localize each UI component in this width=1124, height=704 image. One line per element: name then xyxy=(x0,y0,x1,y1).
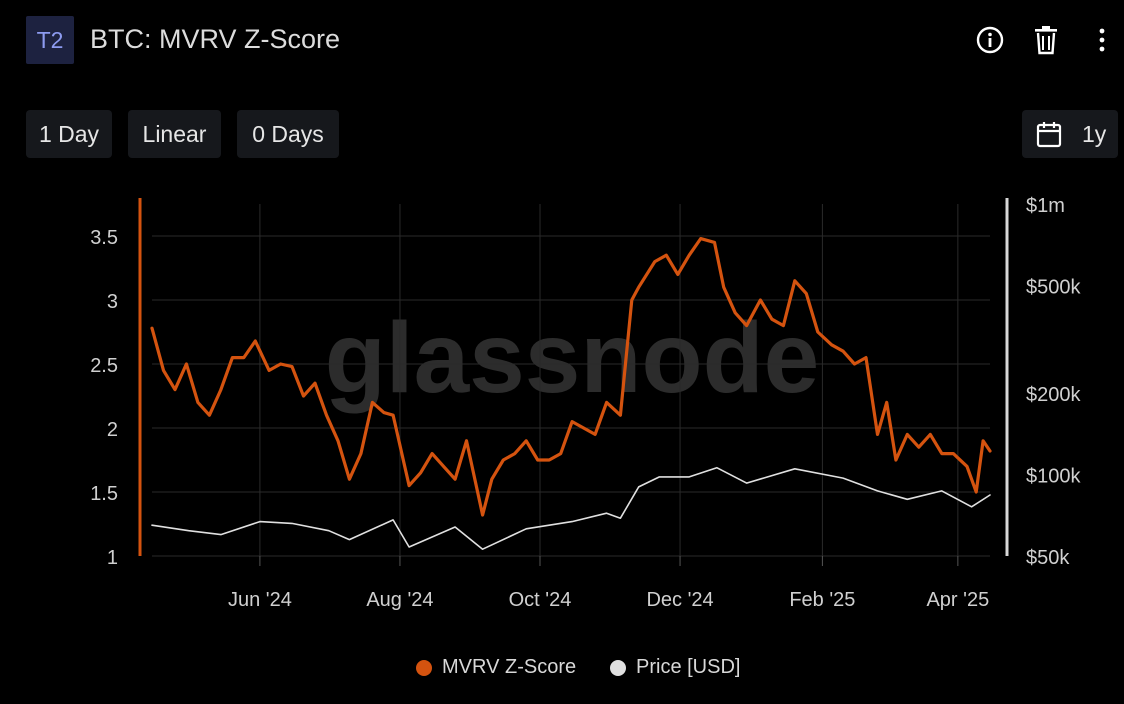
legend-label-zscore: MVRV Z-Score xyxy=(442,656,577,678)
x-tick-label: Dec '24 xyxy=(646,589,713,611)
x-tick-label: Apr '25 xyxy=(926,589,989,611)
y-tick-label-right: $200k xyxy=(1026,384,1081,406)
y-tick-label-right: $500k xyxy=(1026,276,1081,298)
y-tick-label-left: 3 xyxy=(107,291,118,313)
legend-item-zscore[interactable]: MVRV Z-Score xyxy=(416,656,576,679)
y-tick-label-right: $100k xyxy=(1026,466,1081,488)
x-tick-label: Feb '25 xyxy=(789,589,855,611)
date-range-selector[interactable]: 1y xyxy=(1022,110,1118,158)
info-icon[interactable] xyxy=(972,20,1008,60)
chart-title: BTC: MVRV Z-Score xyxy=(90,24,341,54)
y-tick-label-left: 2 xyxy=(107,419,118,441)
trash-icon[interactable] xyxy=(1028,20,1064,60)
y-tick-label-right: $1m xyxy=(1026,195,1065,217)
series-line-price xyxy=(151,466,991,551)
legend: MVRV Z-Score Price [USD] xyxy=(0,656,1124,684)
calendar-icon xyxy=(1036,122,1062,148)
chart-badge: T2 xyxy=(26,16,74,64)
y-tick-label-left: 1 xyxy=(107,547,118,569)
legend-item-price[interactable]: Price [USD] xyxy=(610,656,740,679)
y-tick-label-left: 1.5 xyxy=(90,483,118,505)
moving-average-selector[interactable]: 0 Days xyxy=(237,110,339,158)
x-tick-label: Aug '24 xyxy=(366,589,433,611)
legend-label-price: Price [USD] xyxy=(636,656,741,678)
scale-selector[interactable]: Linear xyxy=(128,110,221,158)
legend-dot-price xyxy=(610,659,626,676)
x-tick-label: Oct '24 xyxy=(509,589,572,611)
x-tick-label: Jun '24 xyxy=(228,589,292,611)
axes-layer: 1 1.5 2 2.5 3 3.5 Jun '24 Aug '24 Oct '24 Dec '24… xyxy=(90,195,1081,611)
y-tick-label-left: 3.5 xyxy=(90,227,118,249)
series-layer xyxy=(150,237,992,551)
grid-layer xyxy=(152,204,990,557)
date-range-label: 1y xyxy=(1082,120,1107,147)
legend-dot-zscore xyxy=(416,659,432,676)
more-vertical-icon[interactable] xyxy=(1084,20,1120,60)
resolution-selector[interactable]: 1 Day xyxy=(26,110,112,158)
y-tick-label-right: $50k xyxy=(1026,547,1070,569)
watermark: glassnode xyxy=(325,302,820,414)
y-tick-label-left: 2.5 xyxy=(90,355,118,377)
series-line-mvrv-zscore xyxy=(150,237,992,517)
